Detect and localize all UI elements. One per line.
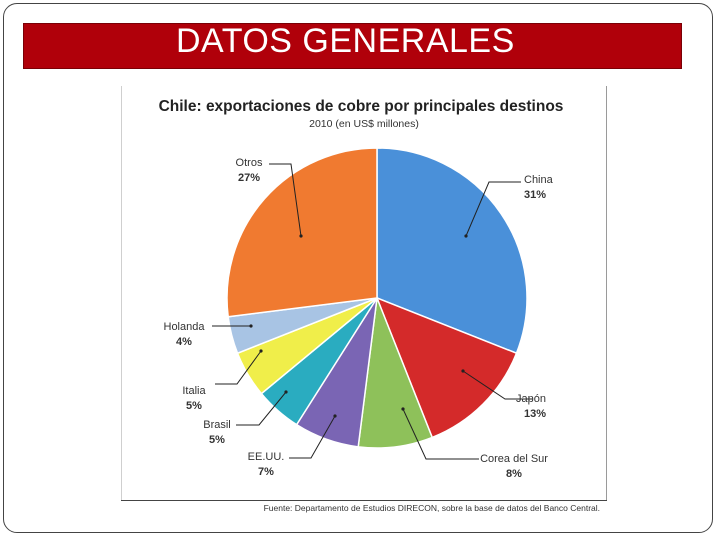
label-pct-holanda: 4% bbox=[176, 336, 192, 348]
label-pct-brasil: 5% bbox=[209, 434, 225, 446]
leader-line-italia bbox=[215, 350, 262, 385]
leader-dot-japon bbox=[461, 369, 465, 373]
label-pct-corea-del-sur: 8% bbox=[506, 468, 522, 480]
label-name-china: China bbox=[524, 174, 554, 186]
leader-dot-italia bbox=[259, 349, 263, 353]
pie-slice-japon bbox=[375, 296, 518, 439]
label-name-corea-del-sur: Corea del Sur bbox=[480, 453, 548, 465]
label-pct-china: 31% bbox=[524, 189, 546, 201]
label-name-ee-uu: EE.UU. bbox=[248, 451, 285, 463]
pie-slices bbox=[226, 147, 528, 449]
pie-slice-china bbox=[376, 147, 528, 355]
title-bar bbox=[23, 23, 682, 69]
leader-line-china bbox=[465, 181, 521, 237]
slide-title: DATOS GENERALES bbox=[176, 22, 515, 60]
label-name-italia: Italia bbox=[182, 385, 206, 397]
label-pct-italia: 5% bbox=[186, 400, 202, 412]
label-name-japon: Japón bbox=[516, 393, 546, 405]
chart-subtitle: 2010 (en US$ millones) bbox=[309, 118, 419, 130]
chart-source: Fuente: Departamento de Estudios DIRECON… bbox=[264, 503, 600, 513]
label-pct-otros: 27% bbox=[238, 172, 260, 184]
pie-chart: Chile: exportaciones de cobre por princi… bbox=[159, 98, 600, 513]
label-pct-japon: 13% bbox=[524, 408, 546, 420]
leader-line-ee-uu bbox=[289, 415, 336, 459]
chart-edge-right bbox=[606, 86, 607, 500]
leader-line-corea-del-sur bbox=[402, 408, 479, 460]
chart-title: Chile: exportaciones de cobre por princi… bbox=[159, 98, 564, 115]
label-name-brasil: Brasil bbox=[203, 419, 231, 431]
chart-edge-bottom bbox=[121, 500, 607, 501]
leader-dot-corea-del-sur bbox=[401, 407, 405, 411]
leader-line-otros bbox=[269, 163, 302, 237]
label-name-holanda: Holanda bbox=[164, 321, 206, 333]
label-pct-ee-uu: 7% bbox=[258, 466, 274, 478]
chart-edge-left bbox=[121, 86, 122, 500]
chart-panel: Chile: exportaciones de cobre por princi… bbox=[121, 86, 607, 516]
leader-dot-holanda bbox=[249, 324, 253, 328]
leader-dot-china bbox=[464, 234, 468, 238]
leader-dot-ee-uu bbox=[333, 414, 337, 418]
leader-dot-brasil bbox=[284, 390, 288, 394]
leader-dot-otros bbox=[299, 234, 303, 238]
pie-slice-otros bbox=[226, 147, 378, 318]
slide-frame bbox=[3, 3, 713, 533]
leader-line-japon bbox=[462, 370, 533, 400]
pie-labels: China 31% Japón 13% Corea del Sur 8% EE.UU. 7% B… bbox=[164, 157, 554, 480]
label-name-otros: Otros bbox=[236, 157, 263, 169]
leader-line-brasil bbox=[236, 391, 287, 426]
